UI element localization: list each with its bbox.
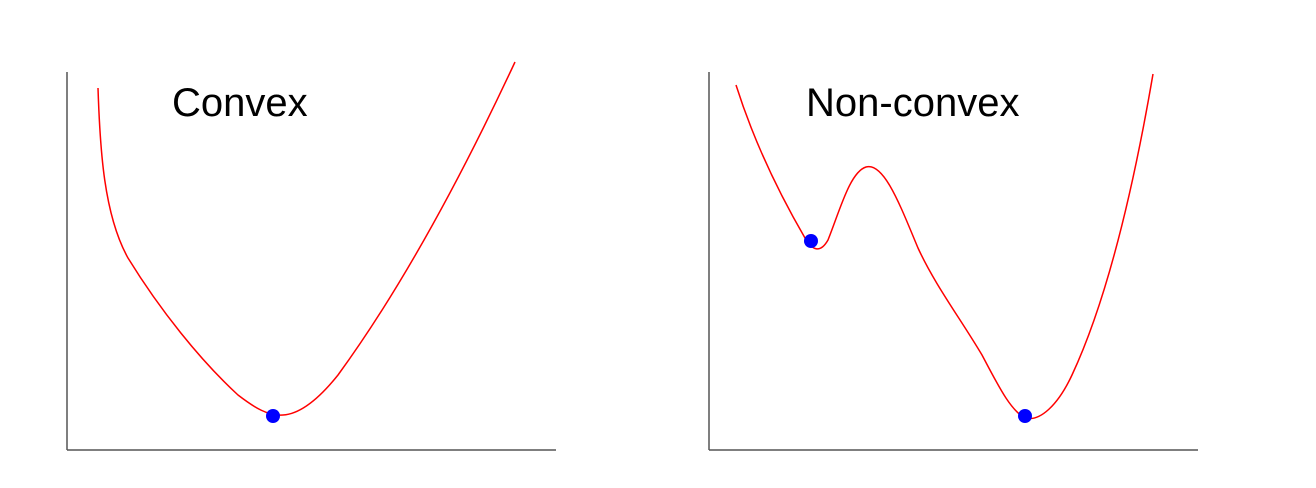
convex-panel: Convex — [66, 61, 556, 451]
nonconvex-local-minimum-dot — [804, 234, 818, 248]
nonconvex-global-minimum-dot — [1018, 409, 1032, 423]
nonconvex-curve — [735, 73, 1154, 420]
convex-global-minimum-dot — [266, 409, 280, 423]
nonconvex-panel: Non-convex — [708, 72, 1198, 451]
nonconvex-title: Non-convex — [806, 81, 1019, 125]
convex-curve — [97, 61, 516, 416]
convex-title: Convex — [172, 81, 308, 125]
